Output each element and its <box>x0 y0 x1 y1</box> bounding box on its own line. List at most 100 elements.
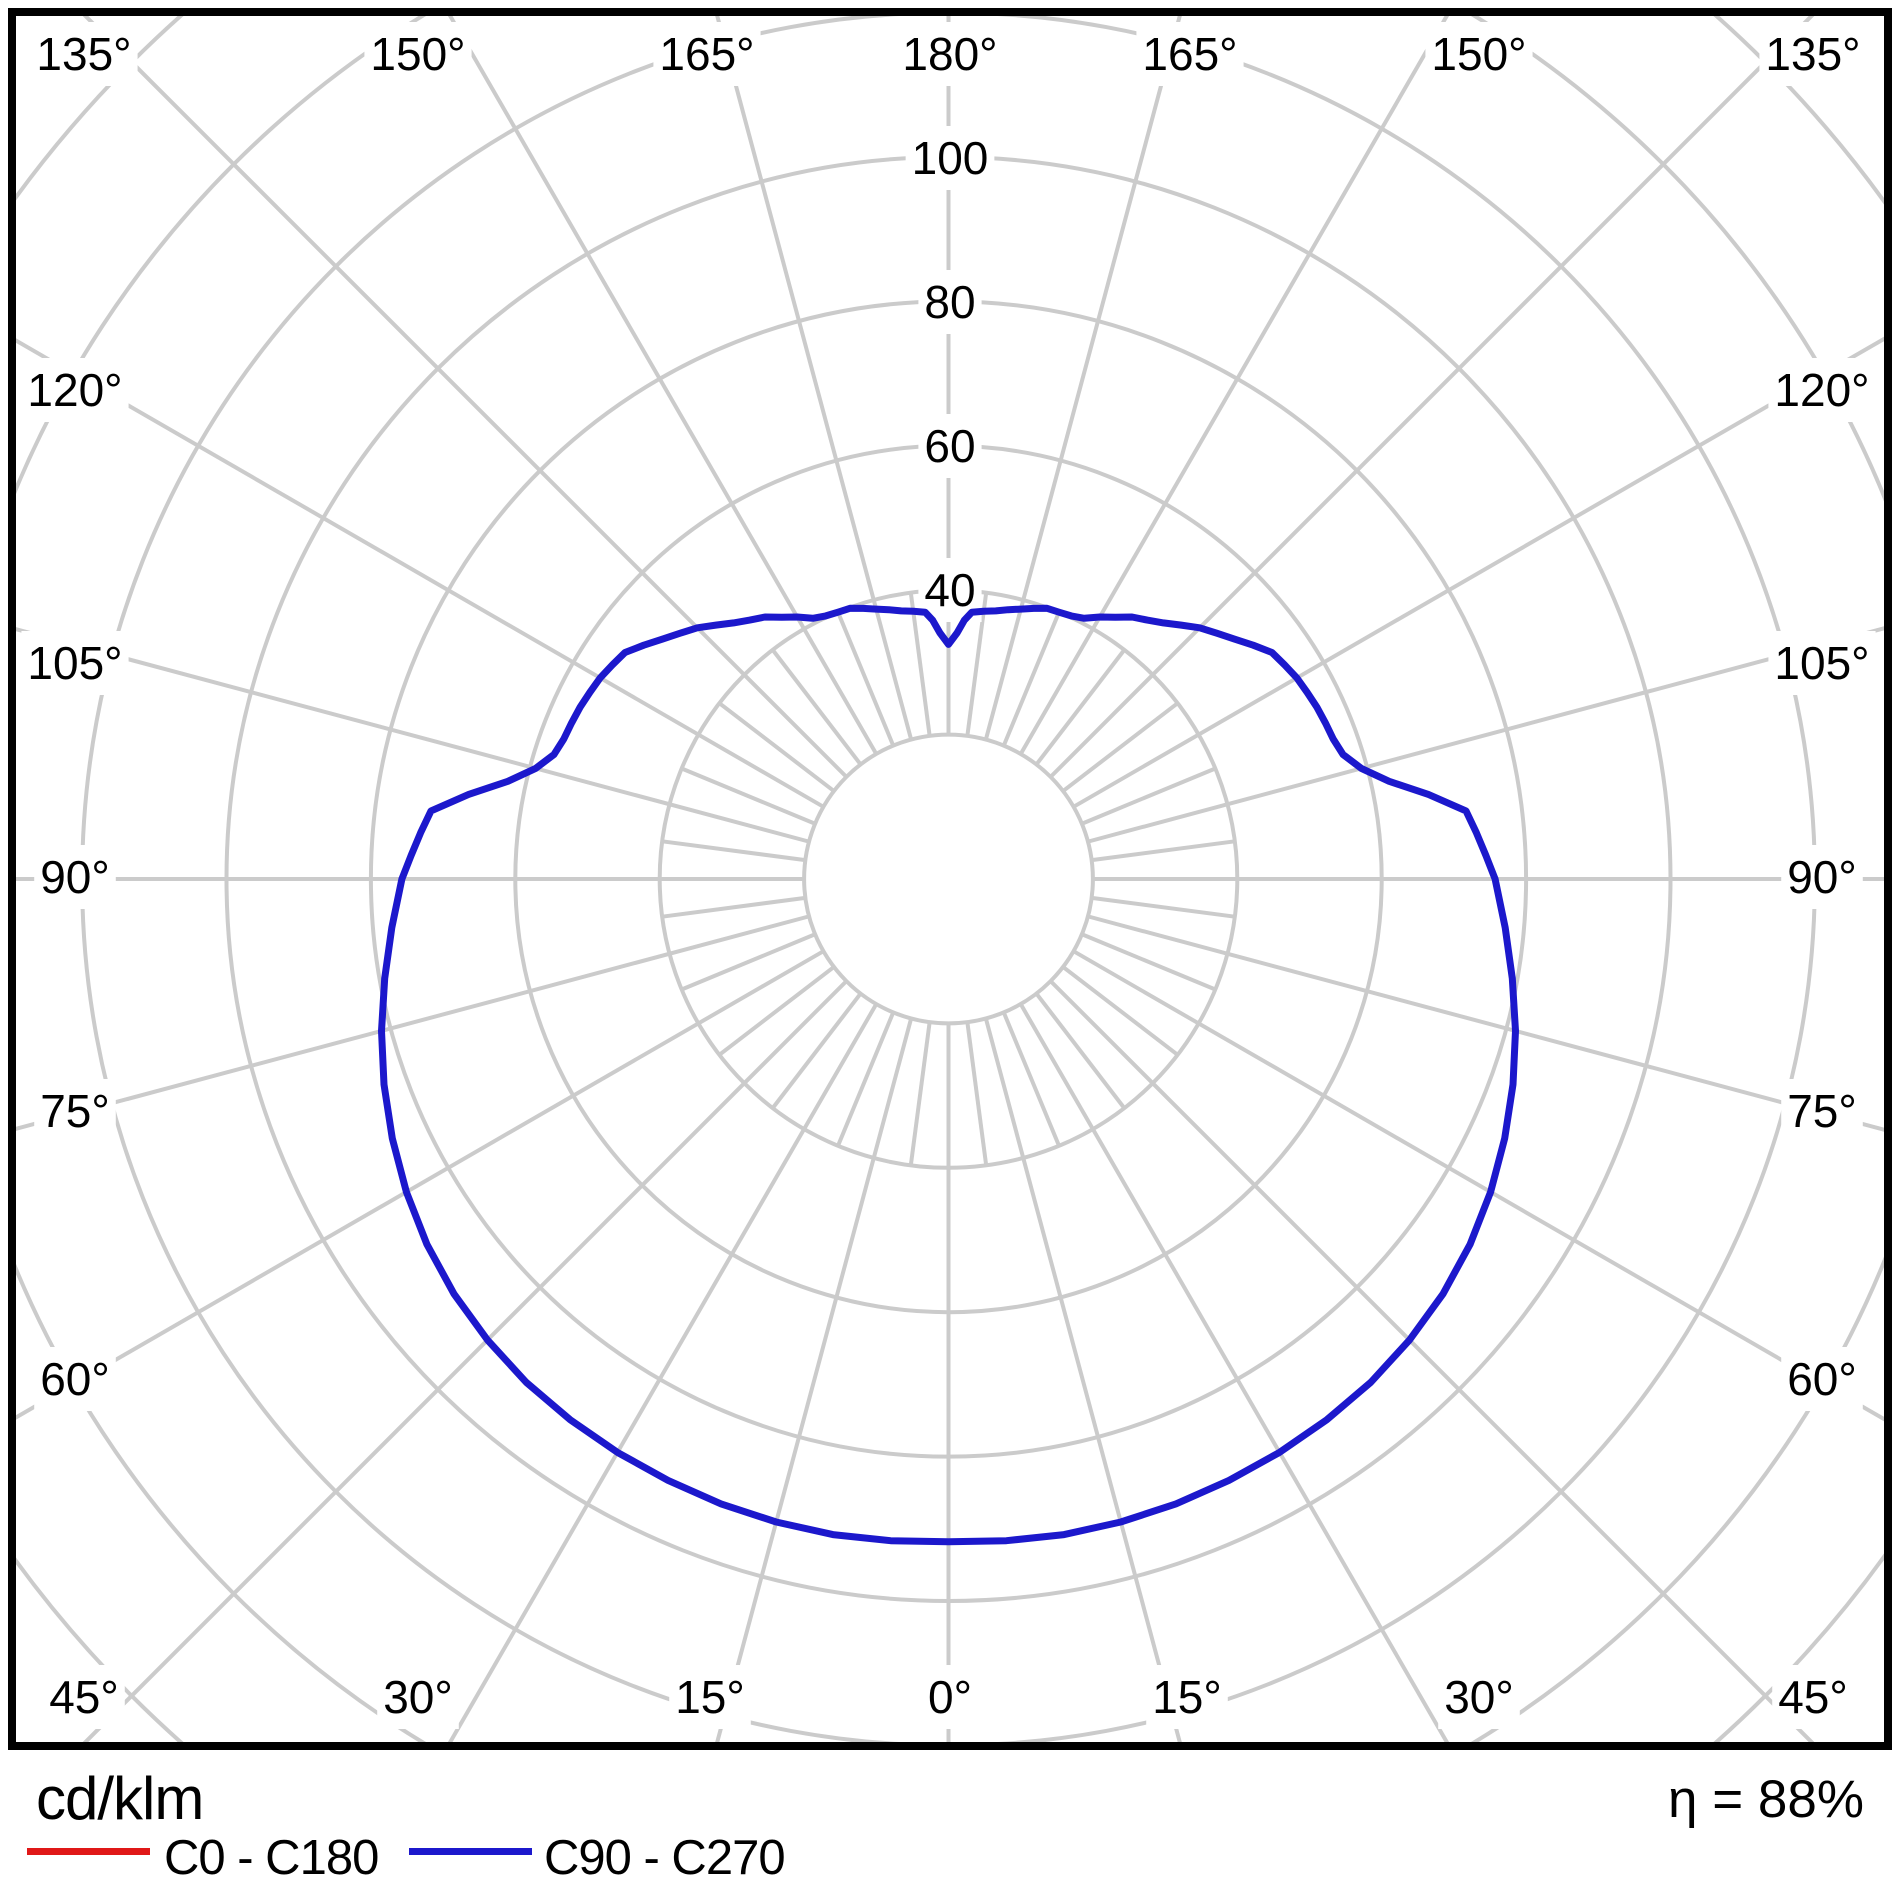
angle-label: 15° <box>669 1665 751 1729</box>
angle-label: 150° <box>1425 22 1533 86</box>
grid-spoke-major <box>1018 1003 1450 1742</box>
angle-label: 165° <box>1136 22 1244 86</box>
grid-spoke-minor <box>1001 611 1061 747</box>
grid-spoke-minor <box>836 1011 896 1147</box>
svg-text:60°: 60° <box>1787 1353 1857 1405</box>
grid-labels: 40 60 80 100 135° 150° 165° 180° 165° 150° 135° 120… <box>21 22 1876 1729</box>
grid-spoke-minor <box>661 895 806 919</box>
svg-text:40: 40 <box>924 564 975 616</box>
grid-spoke-minor <box>908 1021 932 1166</box>
angle-label: 15° <box>1146 1665 1228 1729</box>
units-label: cd/klm <box>36 1765 204 1832</box>
angle-label: 45° <box>1772 1665 1854 1729</box>
grid-spoke-major <box>715 16 914 741</box>
radial-tick-label: 80 <box>918 270 982 334</box>
grid-spoke-minor <box>1061 701 1179 793</box>
svg-text:80: 80 <box>924 276 975 328</box>
svg-text:75°: 75° <box>40 1085 110 1137</box>
grid-spoke-major <box>1087 914 1884 1132</box>
grid-spoke-minor <box>680 766 816 826</box>
svg-text:15°: 15° <box>1152 1671 1222 1723</box>
angle-label: 135° <box>30 22 138 86</box>
svg-text:135°: 135° <box>1765 28 1860 80</box>
legend-label-c0-c180: C0 - C180 <box>164 1831 379 1885</box>
radial-tick-label: 60 <box>918 414 982 478</box>
grid-spoke-minor <box>965 592 989 737</box>
svg-text:75°: 75° <box>1787 1085 1857 1137</box>
grid-spoke-major <box>16 914 810 1131</box>
svg-text:165°: 165° <box>1142 28 1237 80</box>
angle-label: 105° <box>1768 631 1876 695</box>
angle-label: 60° <box>34 1347 116 1411</box>
svg-text:0°: 0° <box>928 1671 972 1723</box>
radial-tick-label: 100 <box>905 126 995 190</box>
angle-label: 120° <box>21 358 129 422</box>
grid-spoke-major <box>983 16 1182 741</box>
grid-spoke-major <box>1049 16 1815 779</box>
grid-spoke-major <box>16 627 810 844</box>
grid-spoke-minor <box>680 932 816 992</box>
legend-swatch-c90-c270 <box>409 1848 532 1855</box>
efficiency-value: η = 88% <box>1668 1770 1864 1829</box>
grid-spoke-minor <box>1081 766 1217 826</box>
svg-text:120°: 120° <box>27 364 122 416</box>
svg-text:45°: 45° <box>49 1671 119 1723</box>
grid-spoke-minor <box>1034 648 1126 766</box>
grid-spoke-major <box>82 16 848 779</box>
angle-label: 30° <box>1438 1665 1520 1729</box>
photometric-curve-c90-c270 <box>378 604 1519 1546</box>
angle-label: 135° <box>1759 22 1867 86</box>
grid-spoke-major <box>983 1017 1182 1742</box>
angle-label: 105° <box>21 631 129 695</box>
legend-swatch-c0-c180 <box>27 1848 150 1855</box>
angle-label: 150° <box>364 22 472 86</box>
grid-spoke-minor <box>836 611 896 747</box>
angle-label: 120° <box>1768 358 1876 422</box>
svg-text:100: 100 <box>912 132 989 184</box>
svg-text:105°: 105° <box>27 637 122 689</box>
grid-spoke-major <box>447 1003 879 1742</box>
grid-spoke-minor <box>1091 839 1236 863</box>
grid-spoke-minor <box>965 1021 989 1166</box>
svg-text:150°: 150° <box>1431 28 1526 80</box>
angle-label: 75° <box>34 1079 116 1143</box>
svg-text:180°: 180° <box>902 28 997 80</box>
grid-spoke-major <box>1018 16 1450 755</box>
angle-label: 30° <box>377 1665 459 1729</box>
grid-spoke-major <box>82 979 848 1742</box>
grid-spoke-minor <box>718 965 836 1057</box>
grid-spoke-minor <box>718 701 836 793</box>
angle-label: 75° <box>1781 1079 1863 1143</box>
svg-text:120°: 120° <box>1774 364 1869 416</box>
svg-text:165°: 165° <box>659 28 754 80</box>
grid-spoke-minor <box>771 992 863 1110</box>
grid-spoke-minor <box>1034 992 1126 1110</box>
svg-text:90°: 90° <box>1787 851 1857 903</box>
svg-text:60°: 60° <box>40 1353 110 1405</box>
grid-spoke-minor <box>1001 1011 1061 1147</box>
grid-spoke-minor <box>1081 932 1217 992</box>
angle-label: 165° <box>653 22 761 86</box>
plot-border <box>8 8 1892 1750</box>
grid-spoke-major <box>447 16 879 755</box>
svg-text:90°: 90° <box>40 851 110 903</box>
svg-text:30°: 30° <box>1444 1671 1514 1723</box>
grid-spoke-minor <box>1091 895 1236 919</box>
grid-spoke-minor <box>661 839 806 863</box>
grid-spoke-minor <box>1061 965 1179 1057</box>
angle-label: 90° <box>34 845 116 909</box>
grid-spoke-minor <box>908 592 932 737</box>
grid-spoke-major <box>715 1017 914 1742</box>
svg-text:60: 60 <box>924 420 975 472</box>
grid-spoke-minor <box>771 648 863 766</box>
svg-text:150°: 150° <box>370 28 465 80</box>
svg-text:45°: 45° <box>1778 1671 1848 1723</box>
angle-label: 180° <box>896 22 1004 86</box>
angle-label: 0° <box>922 1665 978 1729</box>
legend-label-c90-c270: C90 - C270 <box>544 1831 786 1885</box>
svg-text:30°: 30° <box>383 1671 453 1723</box>
angle-label: 45° <box>43 1665 125 1729</box>
grid-spoke-major <box>1087 626 1884 844</box>
